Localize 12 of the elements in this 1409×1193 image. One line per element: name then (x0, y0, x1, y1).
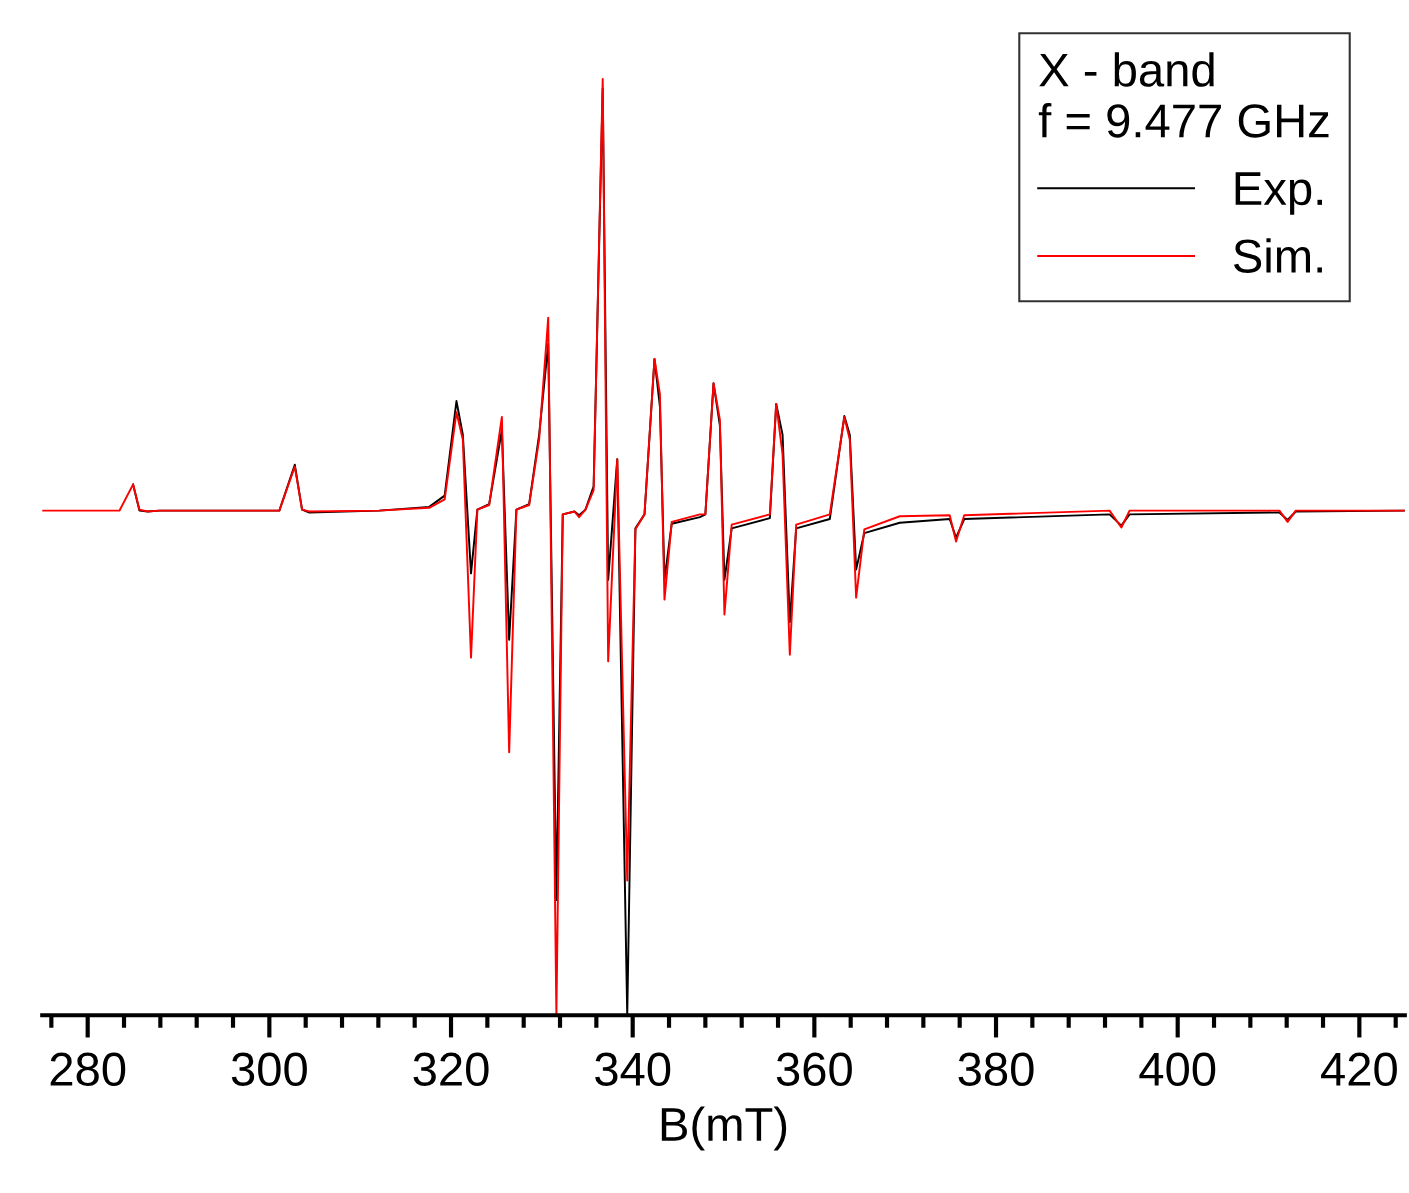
legend-label: Sim. (1233, 238, 1322, 273)
x-tick-label: 340 (595, 1052, 671, 1087)
x-tick-label: 400 (1139, 1052, 1216, 1087)
x-tick-label: 320 (413, 1052, 489, 1087)
legend-title: X - band f = 9.477 GHz (1038, 52, 1329, 138)
x-axis-title: B(mT) (661, 1106, 787, 1151)
x-tick-label: 360 (776, 1052, 852, 1087)
x-tick-label: 280 (50, 1052, 126, 1087)
x-tick-label: 300 (231, 1052, 307, 1087)
x-tick-label: 420 (1321, 1052, 1397, 1087)
x-tick-label: 380 (958, 1052, 1034, 1087)
legend-label: Exp. (1235, 172, 1322, 215)
